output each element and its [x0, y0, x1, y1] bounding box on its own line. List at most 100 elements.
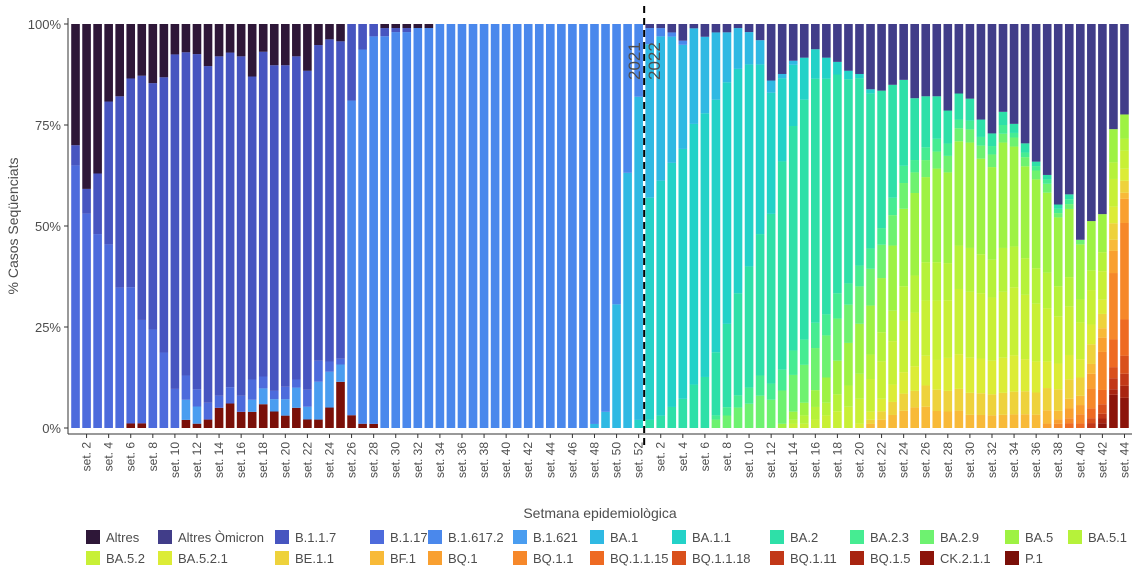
- bar-segment: [855, 398, 864, 424]
- bar-segment: [1053, 410, 1063, 420]
- bar-segment: [799, 24, 809, 58]
- bar-segment: [534, 24, 544, 428]
- bar-segment: [788, 419, 798, 424]
- bar-segment: [468, 24, 478, 428]
- bar-segment: [888, 384, 897, 402]
- bar-segment: [722, 323, 732, 408]
- bar-segment: [811, 348, 820, 391]
- bar-segment: [1109, 129, 1118, 163]
- x-tick-label: set. 16: [234, 442, 248, 478]
- bar-segment: [612, 24, 621, 305]
- bar-segment: [744, 403, 754, 428]
- bar-segment: [1042, 192, 1052, 273]
- x-tick-label: set. 34: [433, 442, 447, 478]
- bar-segment: [866, 419, 875, 424]
- bar-segment: [1031, 392, 1041, 415]
- bar-segment: [1009, 132, 1019, 138]
- legend-label: BA.5.2: [106, 551, 145, 566]
- bar-segment: [932, 389, 942, 411]
- bar-segment: [954, 354, 964, 389]
- bar-segment: [369, 423, 378, 428]
- bar-segment: [766, 213, 776, 384]
- legend-swatch: [370, 551, 384, 565]
- bar-segment: [965, 142, 975, 248]
- x-tick-label: set. 12: [190, 442, 204, 478]
- bar-segment: [303, 389, 312, 407]
- bar-segment: [413, 28, 423, 428]
- x-tick-label: set. 24: [323, 442, 337, 478]
- legend-label: BQ.1.1.15: [610, 551, 669, 566]
- bar-segment: [822, 335, 831, 378]
- bar-segment: [269, 399, 279, 412]
- bar-segment: [722, 32, 732, 83]
- bar-segment: [788, 24, 798, 61]
- bar-segment: [579, 24, 588, 428]
- bar-segment: [137, 75, 147, 320]
- bar-segment: [965, 357, 975, 393]
- bar-segment: [281, 399, 290, 416]
- bar-segment: [976, 254, 986, 294]
- bar-segment: [965, 24, 975, 99]
- bar-segment: [998, 133, 1008, 143]
- bar-segment: [192, 24, 202, 55]
- legend-label: B.1.617.2: [448, 530, 504, 545]
- legend: Altres Altres Òmicron B.1.1.7 B.1.177 B.1.61…: [86, 530, 1127, 566]
- bar-segment: [645, 419, 654, 428]
- bar-segment: [71, 165, 80, 428]
- bar-segment: [1098, 271, 1107, 300]
- bar-segment: [678, 398, 688, 428]
- bar-segment: [899, 79, 908, 166]
- bar-segment: [943, 155, 953, 173]
- bar-segment: [181, 52, 191, 376]
- bar-segment: [181, 419, 191, 428]
- bar-segment: [877, 244, 886, 279]
- bar-segment: [910, 98, 919, 161]
- x-tick-label: set. 14: [786, 442, 800, 478]
- bar-segment: [700, 24, 710, 37]
- bar-segment: [777, 390, 787, 424]
- bar-segment: [888, 24, 897, 85]
- bar-segment: [799, 402, 809, 416]
- bar-segment: [424, 28, 434, 428]
- bar-segment: [788, 60, 798, 65]
- bar-segment: [866, 93, 875, 249]
- bar-segment: [512, 24, 522, 428]
- bar-segment: [689, 384, 699, 428]
- bar-segment: [954, 288, 964, 355]
- bar-segment: [744, 266, 754, 388]
- bar-segment: [1064, 398, 1074, 409]
- x-tick-label: set. 28: [941, 442, 955, 478]
- bar-segment: [932, 410, 942, 428]
- bar-segment: [1098, 328, 1107, 338]
- bar-segment: [236, 395, 246, 412]
- bar-segment: [1020, 166, 1030, 259]
- bar-segment: [358, 423, 367, 428]
- bar-segment: [1042, 272, 1052, 309]
- x-tick-label: set. 34: [1007, 442, 1021, 478]
- bar-segment: [877, 361, 886, 399]
- bar-segment: [855, 24, 864, 74]
- bar-segment: [899, 410, 908, 428]
- bar-segment: [1020, 359, 1030, 392]
- bar-segment: [314, 24, 323, 46]
- bar-segment: [1120, 355, 1129, 374]
- bar-segment: [921, 406, 931, 428]
- bar-segment: [722, 415, 732, 428]
- bar-segment: [1120, 24, 1129, 115]
- bar-segment: [347, 415, 356, 428]
- bar-segment: [943, 110, 953, 144]
- year-label-left: 2021: [625, 42, 644, 80]
- bar-segment: [733, 24, 743, 29]
- y-tick-label: 100%: [28, 17, 62, 32]
- bar-segment: [788, 374, 798, 412]
- bar-segment: [1020, 294, 1030, 360]
- bar-segment: [965, 414, 975, 428]
- bar-segment: [258, 51, 268, 377]
- bar-segment: [645, 44, 654, 198]
- bar-segment: [1109, 162, 1118, 179]
- legend-swatch: [920, 551, 934, 565]
- bar-segment: [1009, 146, 1019, 247]
- bar-segment: [833, 293, 842, 319]
- bar-segment: [137, 319, 147, 424]
- legend-swatch: [672, 530, 686, 544]
